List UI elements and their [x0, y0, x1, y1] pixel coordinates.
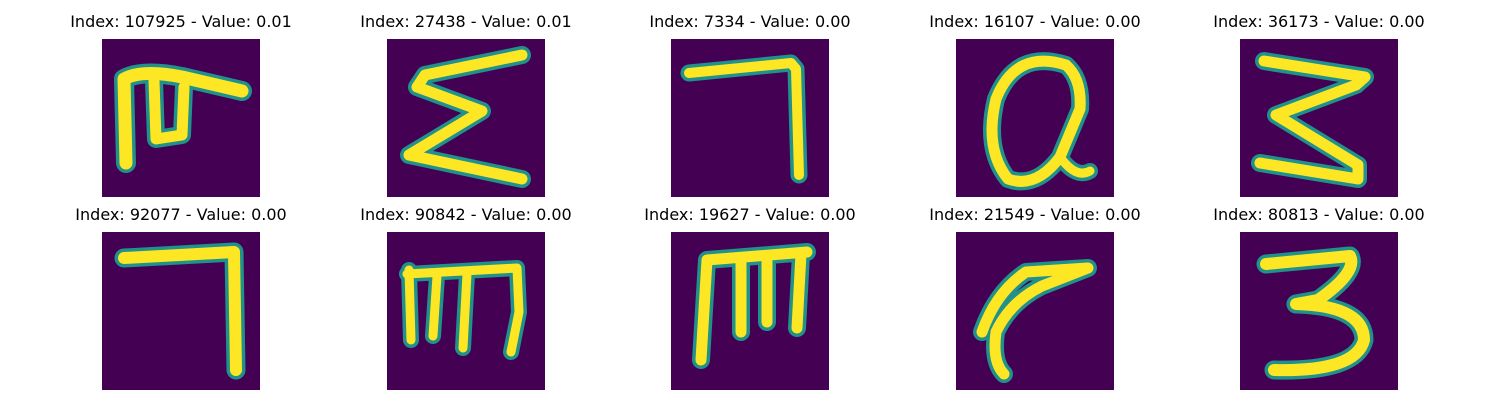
- panel-title: Index: 80813 - Value: 0.00: [1213, 205, 1425, 224]
- panel-title: Index: 16107 - Value: 0.00: [929, 12, 1141, 31]
- panel-title: Index: 36173 - Value: 0.00: [1213, 12, 1425, 31]
- panel-10: Index: 80813 - Value: 0.00: [1199, 205, 1439, 390]
- glyph-m-icon: [387, 232, 545, 390]
- glyph-sigma-icon: [387, 39, 545, 197]
- glyph-hook-icon: [956, 232, 1114, 390]
- glyph-sigma-hook-icon: [102, 39, 260, 197]
- panel-title: Index: 90842 - Value: 0.00: [360, 205, 572, 224]
- panel-title: Index: 107925 - Value: 0.01: [70, 12, 292, 31]
- panel-5: Index: 36173 - Value: 0.00: [1199, 12, 1439, 197]
- glyph-seven-icon: [671, 39, 829, 197]
- glyph-m-icon: [671, 232, 829, 390]
- panel-3: Index: 7334 - Value: 0.00: [630, 12, 870, 197]
- panel-6: Index: 92077 - Value: 0.00: [61, 205, 301, 390]
- glyph-three-icon: [1240, 232, 1398, 390]
- panel-title: Index: 7334 - Value: 0.00: [649, 12, 851, 31]
- panel-1: Index: 107925 - Value: 0.01: [61, 12, 301, 197]
- panel-8: Index: 19627 - Value: 0.00: [630, 205, 870, 390]
- panel-4: Index: 16107 - Value: 0.00: [915, 12, 1155, 197]
- panel-9: Index: 21549 - Value: 0.00: [915, 205, 1155, 390]
- glyph-q-loop-icon: [956, 39, 1114, 197]
- panel-title: Index: 19627 - Value: 0.00: [644, 205, 856, 224]
- glyph-reversed-s-icon: [1240, 39, 1398, 197]
- panel-2: Index: 27438 - Value: 0.01: [346, 12, 586, 197]
- panel-title: Index: 27438 - Value: 0.01: [360, 12, 572, 31]
- panel-title: Index: 21549 - Value: 0.00: [929, 205, 1141, 224]
- glyph-seven-icon: [102, 232, 260, 390]
- panel-7: Index: 90842 - Value: 0.00: [346, 205, 586, 390]
- panel-title: Index: 92077 - Value: 0.00: [75, 205, 287, 224]
